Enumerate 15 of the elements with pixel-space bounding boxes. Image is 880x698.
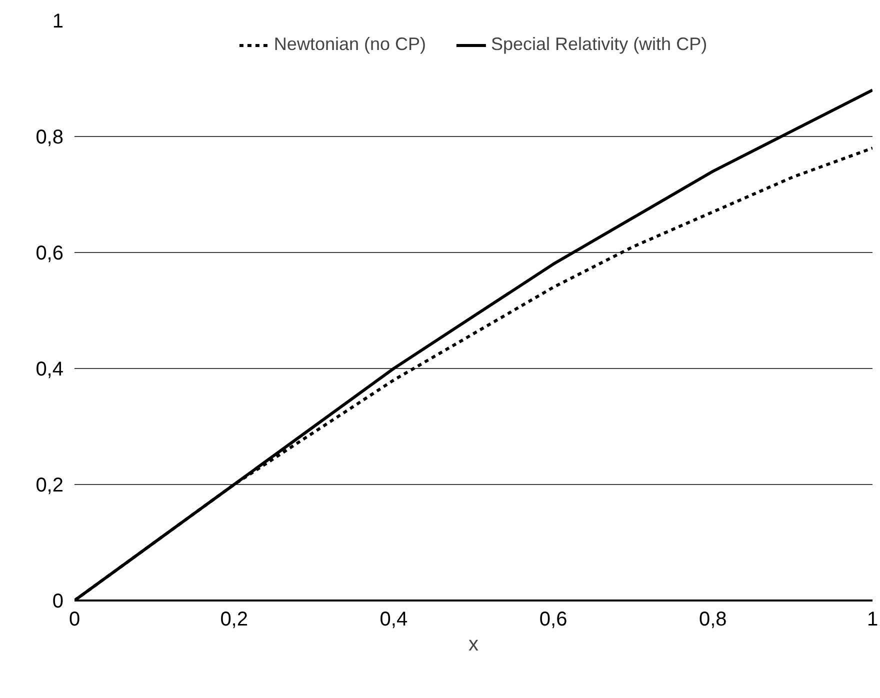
y-tick-label: 0	[52, 590, 64, 612]
x-tick-label: 0,8	[699, 608, 727, 630]
x-tick-label: 0,6	[539, 608, 568, 630]
y-tick-label: 0,2	[36, 474, 64, 496]
legend-label: Newtonian (no CP)	[274, 34, 426, 55]
y-tick-label: 0,4	[36, 358, 64, 380]
y-tick-label: 0,6	[36, 242, 64, 264]
x-axis-title: x	[468, 634, 478, 656]
x-tick-label: 0	[68, 608, 80, 630]
x-tick-label: 1	[866, 608, 878, 630]
legend-label: Special Relativity (with CP)	[491, 34, 708, 55]
x-tick-label: 0,2	[220, 608, 248, 630]
y-tick-label: 1	[52, 10, 64, 32]
y-tick-label: 0,8	[36, 126, 64, 148]
x-tick-label: 0,4	[380, 608, 408, 630]
